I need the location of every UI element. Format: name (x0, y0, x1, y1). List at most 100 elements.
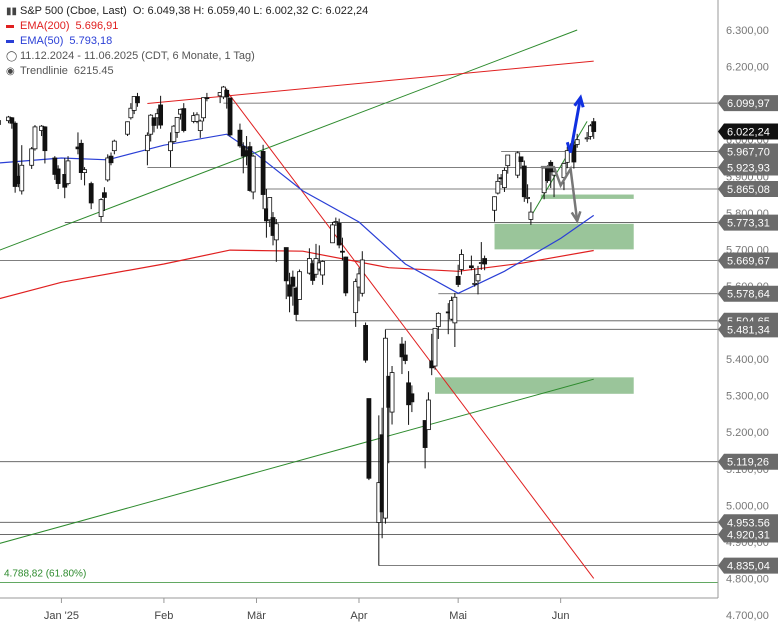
legend-period: 11.12.2024 - 11.06.2025 (CDT, 6 Monate, … (20, 50, 255, 62)
candle (468, 255, 474, 271)
candle-body (468, 265, 474, 269)
last-price-tag: 6.022,24 (718, 123, 778, 140)
legend-period-row: ◯ 11.12.2024 - 11.06.2025 (CDT, 6 Monate… (6, 49, 368, 64)
candle (482, 255, 488, 271)
candle (201, 97, 206, 122)
candle (366, 398, 372, 481)
candle-body (102, 192, 107, 198)
candle-body (158, 104, 164, 126)
candle-body (574, 139, 580, 145)
candle-body (564, 150, 570, 163)
legend-ema50-value: 5.793,18 (69, 35, 113, 47)
price-level-tag: 5.923,93 (718, 159, 778, 176)
candle-body (333, 221, 339, 223)
candle-body (0, 120, 2, 125)
candle-body (65, 160, 71, 184)
candle-body (409, 393, 415, 403)
candle (293, 286, 299, 322)
candle-body (383, 337, 388, 519)
price-level-tag-text: 4.953,56 (727, 517, 770, 529)
price-level-tag-bg (718, 321, 778, 338)
candle-body (197, 120, 203, 131)
candle-body (366, 398, 372, 479)
legend-ema50-label: EMA(50) (20, 35, 64, 47)
legend-ohlc: O: 6.049,38 H: 6.059,40 L: 6.002,32 C: 6… (132, 5, 369, 17)
candle-body (290, 276, 296, 287)
candle (472, 268, 478, 287)
candle-body (237, 129, 243, 147)
candle (174, 116, 180, 138)
candle (432, 327, 438, 370)
candle-body (482, 258, 488, 265)
y-tick-label: 5.400,00 (726, 354, 769, 366)
candle (42, 126, 48, 164)
candle (399, 337, 405, 375)
candlesticks (0, 85, 597, 566)
price-level-tag: 5.865,08 (718, 181, 778, 198)
ema50-swatch (6, 40, 14, 43)
candle (422, 420, 428, 469)
candle-body (78, 142, 84, 173)
candle (168, 132, 173, 168)
candle-body (399, 343, 405, 358)
candle (409, 385, 415, 413)
candle-body (29, 148, 35, 166)
trendline-green-upper (0, 29, 578, 251)
last-price-tag-text: 6.022,24 (727, 127, 770, 139)
candle-body (330, 224, 335, 244)
candle-body (260, 150, 266, 195)
legend-trend-label: Trendlinie (20, 65, 68, 77)
chart-legend: ▮▮ S&P 500 (Cboe, Last) O: 6.049,38 H: 6… (6, 4, 368, 79)
candle (455, 264, 461, 288)
candle (353, 278, 359, 327)
candle (125, 121, 130, 137)
candle (65, 156, 71, 186)
candle-body (515, 152, 521, 176)
bars-icon: ▮▮ (6, 6, 18, 17)
price-level-tag-bg (718, 453, 778, 470)
candle (330, 221, 335, 244)
arrow-blue-head (573, 94, 585, 108)
candle-body (343, 256, 349, 294)
candle-body (194, 114, 200, 122)
candle-body (168, 141, 173, 152)
candle (144, 132, 150, 166)
candle-body (98, 199, 104, 217)
candle (336, 218, 342, 249)
ema-lines (0, 133, 595, 300)
candle-body (273, 223, 279, 241)
candle-body (492, 196, 497, 211)
price-level-tag-text: 4.920,31 (727, 529, 770, 541)
candle-body (518, 156, 524, 163)
candle (181, 103, 187, 133)
candle-body (108, 155, 114, 164)
candle (528, 202, 534, 225)
clock-icon: ◯ (6, 51, 18, 62)
price-level-tag-text: 5.481,34 (727, 324, 770, 336)
candle-body (227, 97, 233, 136)
candle-body (475, 274, 481, 282)
candle (55, 165, 61, 190)
price-level-tag-text: 5.967,70 (727, 146, 770, 158)
ema50-line (0, 133, 595, 294)
candle (32, 125, 38, 151)
candle (131, 96, 137, 115)
price-level-tag: 4.835,04 (718, 557, 778, 574)
candle (105, 154, 111, 182)
candle-body (42, 126, 48, 152)
candle-body (584, 137, 590, 140)
candle (383, 329, 388, 524)
support-zone (435, 377, 634, 394)
candle (518, 156, 524, 170)
candle-body (174, 116, 180, 133)
candle-body (52, 157, 58, 175)
candle (287, 272, 292, 313)
candle-body (525, 197, 530, 199)
candle (237, 123, 243, 148)
y-tick-label: 6.200,00 (726, 62, 769, 74)
candle (475, 265, 481, 295)
price-labels: 6.099,97 5.967,70 5.923,93 5.865,08 5.773,31… (718, 95, 778, 574)
candle-body (502, 169, 507, 188)
candle-body (452, 296, 458, 324)
legend-ema200-label: EMA(200) (20, 20, 70, 32)
